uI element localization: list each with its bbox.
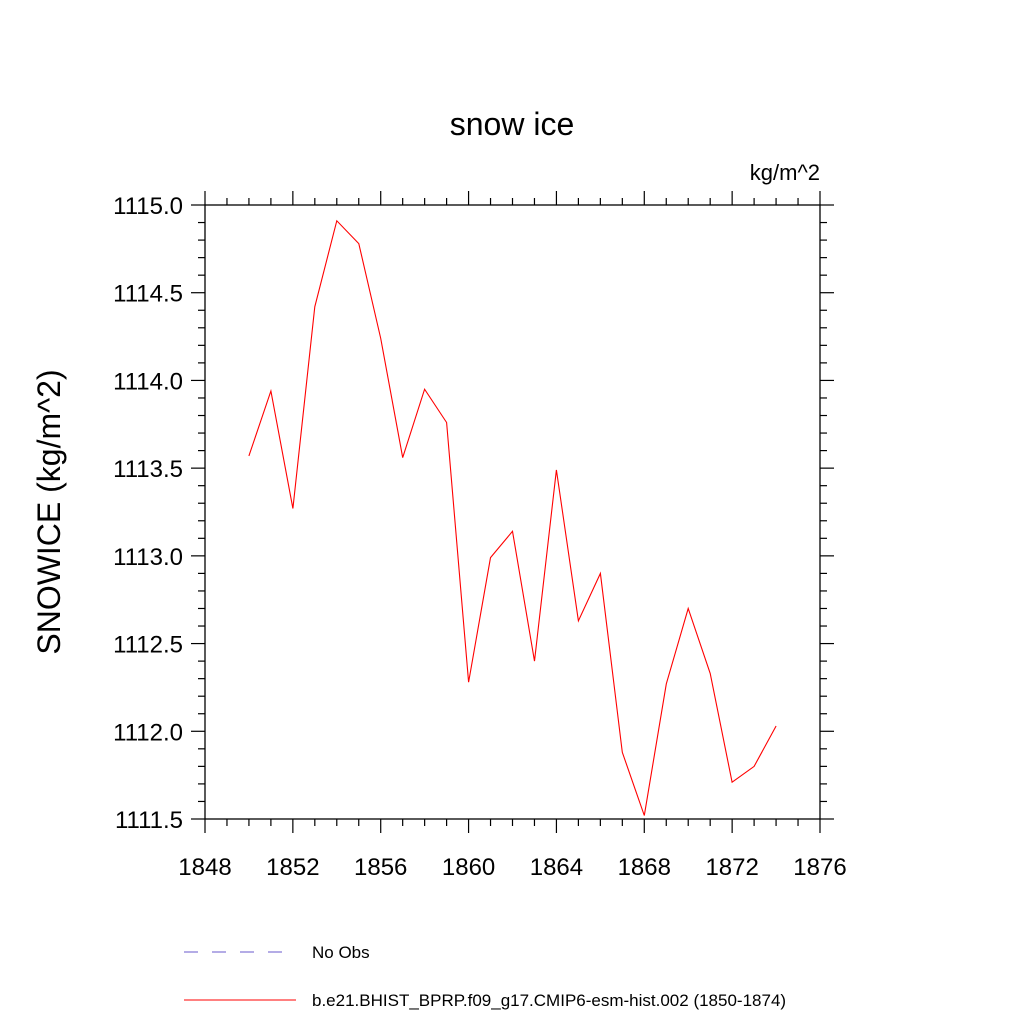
chart-title: snow ice [450, 106, 575, 142]
series-lines [248, 219, 777, 816]
x-tick-label: 1876 [793, 854, 846, 881]
legend-label: No Obs [312, 943, 370, 962]
units-label: kg/m^2 [750, 160, 820, 185]
y-tick-label: 1112.5 [113, 632, 183, 659]
x-tick-label: 1872 [705, 854, 758, 881]
series-line [248, 219, 777, 816]
y-tick-label: 1114.5 [113, 281, 183, 308]
y-tick-label: 1113.5 [113, 456, 183, 483]
x-tick-label: 1864 [530, 854, 583, 881]
legend: No Obs b.e21.BHIST_BPRP.f09_g17.CMIP6-esm… [184, 943, 786, 1010]
x-tick-label: 1860 [442, 854, 495, 881]
y-tick-label: 1112.0 [113, 719, 183, 746]
y-tick-label: 1113.0 [113, 544, 183, 571]
axis-ticks [191, 191, 834, 833]
plot-frame [204, 204, 821, 820]
y-axis-label: SNOWICE (kg/m^2) [31, 369, 67, 654]
y-tick-label: 1114.0 [113, 368, 183, 395]
y-tick-label: 1115.0 [113, 193, 183, 220]
x-tick-label: 1848 [178, 854, 231, 881]
x-tick-label: 1868 [618, 854, 671, 881]
y-tick-label: 1111.5 [115, 807, 183, 834]
x-tick-label: 1852 [266, 854, 319, 881]
x-tick-label: 1856 [354, 854, 407, 881]
axis-tick-labels: 1848 1852 1856 1860 1864 1868 1872 1876 1111.5 11… [113, 193, 847, 881]
legend-label: b.e21.BHIST_BPRP.f09_g17.CMIP6-esm-hist.… [312, 991, 786, 1010]
